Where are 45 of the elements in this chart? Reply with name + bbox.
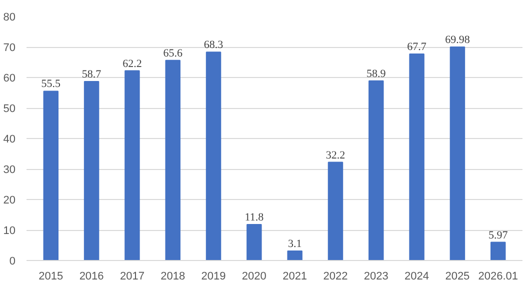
bar (246, 224, 262, 260)
y-tick-label: 10 (3, 225, 16, 237)
data-label: 3.1 (288, 238, 302, 250)
bar (287, 250, 302, 260)
x-tick-label: 2019 (201, 270, 226, 282)
data-label: 58.7 (82, 68, 102, 80)
data-label: 5.97 (488, 229, 508, 242)
bar (409, 54, 424, 260)
data-label: 58.9 (366, 68, 386, 80)
data-label: 62.2 (122, 58, 142, 70)
data-label: 55.5 (41, 78, 62, 90)
data-label: 65.6 (163, 47, 183, 60)
x-tick-label: 2022 (323, 270, 348, 282)
x-tick-label: 2016 (79, 270, 104, 282)
y-tick-label: 70 (3, 42, 16, 54)
data-label: 67.7 (407, 41, 427, 54)
y-tick-label: 50 (3, 103, 16, 115)
bar (450, 46, 466, 260)
y-tick-label: 0 (9, 256, 16, 268)
x-tick-label: 2026.01 (478, 270, 518, 282)
x-tick-label: 2017 (120, 270, 144, 282)
x-tick-label: 2020 (242, 270, 266, 282)
x-tick-label: 2023 (364, 270, 388, 282)
x-tick-label: 2024 (404, 270, 430, 282)
y-tick-label: 60 (3, 72, 16, 84)
data-label: 32.2 (326, 149, 346, 162)
x-tick-label: 2021 (282, 270, 308, 282)
x-tick-label: 2015 (38, 270, 64, 282)
y-tick-label: 20 (3, 194, 16, 206)
data-label: 11.8 (244, 212, 264, 224)
bar (43, 90, 59, 260)
bar (84, 80, 100, 260)
bar (368, 80, 384, 260)
bar (328, 162, 344, 260)
x-tick-label: 2018 (160, 270, 186, 282)
data-label: 68.3 (204, 39, 224, 52)
data-label: 69.98 (445, 34, 470, 46)
bar (490, 242, 506, 260)
y-tick-label: 30 (3, 164, 16, 176)
x-tick-label: 2025 (445, 270, 470, 282)
bar (165, 60, 180, 260)
bar (124, 70, 140, 260)
y-tick-label: 40 (3, 134, 16, 146)
bar (206, 52, 222, 260)
y-tick-label: 80 (3, 12, 16, 24)
